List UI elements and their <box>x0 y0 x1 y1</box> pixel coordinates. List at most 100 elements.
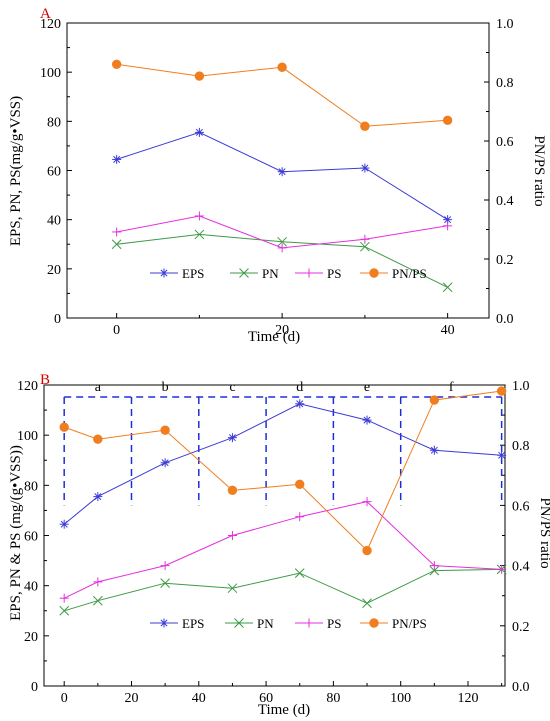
panel-a-legend: EPS PN PS PN/PS <box>150 266 427 281</box>
panel-a-series-pn-point <box>277 236 287 247</box>
panel-b-y-axis-title: EPS, PN & PS (mg/(g•VSS)) <box>8 445 24 621</box>
panel-a-y-tick-label: 40 <box>47 214 61 229</box>
panel-a-legend-item-pn: PN <box>230 266 279 281</box>
panel-b-series-pn-ps-point <box>160 425 170 435</box>
panel-a-y2-tick-label: 1.0 <box>496 17 514 32</box>
panel-b-series-ps-point <box>362 497 372 507</box>
panel-a-series-ps-point <box>443 221 453 231</box>
panel-a-legend-label: EPS <box>182 266 204 281</box>
panel-a-legend-swatch-marker <box>369 268 379 278</box>
panel-b-series-pn-point <box>160 578 170 589</box>
panel-a-series-pn-ps <box>111 59 453 131</box>
panel-a-series-pn-ps-point <box>442 115 453 126</box>
panel-b-legend-swatch-marker <box>304 618 314 628</box>
panel-b-series-ps <box>59 497 507 603</box>
panel-b-phase-label: a <box>95 380 102 395</box>
panel-b-x-tick-label: 0 <box>61 691 68 706</box>
panel-b-x-tick-label: 60 <box>259 691 273 706</box>
panel-b-legend-label: PN/PS <box>392 616 427 631</box>
panel-a-y-tick-label: 100 <box>40 66 61 81</box>
panel-a-series-pn-ps-line <box>116 63 448 127</box>
panel-b-x-axis-title: Time (d) <box>258 702 310 718</box>
panel-a-series-pn-point <box>442 282 453 293</box>
panel-a-y-axis-title: EPS, PN, PS(mg/g•VSS) <box>8 96 24 246</box>
panel-b-series-pn-ps-point <box>227 485 238 496</box>
panel-b-series-eps-point <box>227 433 237 443</box>
panel-a-y-tick-label: 0 <box>54 312 61 327</box>
panel-a-label: A <box>40 6 51 22</box>
panel-a-y-tick-label: 20 <box>47 263 61 278</box>
panel-b-series-eps-point <box>362 415 372 425</box>
panel-b-series-pn-ps-point <box>295 479 305 490</box>
panel-a-series-pn-point <box>111 239 122 250</box>
panel-a-y-tick-label: 120 <box>40 17 61 32</box>
panel-a-series-eps-point <box>360 163 370 173</box>
panel-b-series-ps-line <box>63 501 502 599</box>
panel-a-legend-item-ps: PS <box>295 266 341 281</box>
panel-a-series-ps-point <box>360 234 370 244</box>
panel-b-series-eps <box>59 399 507 529</box>
panel-a-series-ps-line <box>116 215 448 249</box>
panel-a-y2-tick-label: 0.6 <box>496 135 514 150</box>
panel-b: B Time (d) EPS, PN & PS (mg/(g•VSS)) PN/… <box>8 372 550 718</box>
panel-b-series-ps-point <box>160 561 170 571</box>
panel-b-y-tick-label: 100 <box>17 429 38 444</box>
panel-a-y-tick-label: 60 <box>47 165 61 180</box>
panel-b-x-tick-label: 80 <box>326 691 340 706</box>
panel-b-legend: EPS PN PS PN/PS <box>150 616 427 631</box>
panel-b-series-pn-point <box>429 565 440 576</box>
panel-a-series-pn-ps-point <box>277 62 287 72</box>
panel-b-phase-label: f <box>449 380 454 395</box>
panel-b-legend-item-pn-ps: PN/PS <box>360 616 427 631</box>
panel-b-plot-frame <box>43 384 506 687</box>
panel-a-series-pn-ps-point <box>194 71 205 81</box>
panel-b-series-eps-point <box>295 399 305 409</box>
panel-b-series-eps-point <box>93 492 103 502</box>
panel-a-series-ps <box>112 211 453 253</box>
panel-b-y-tick-label: 0 <box>31 680 38 695</box>
panel-a-series-pn <box>111 229 453 293</box>
panel-b-series-pn-ps-point <box>429 395 440 405</box>
panel-b-x-tick-label: 20 <box>124 691 138 706</box>
panel-b-series-pn-ps-point <box>59 422 69 432</box>
panel-b-label: B <box>40 372 50 388</box>
panel-b-x-tick-label: 120 <box>457 691 478 706</box>
panel-b-series-ps-point <box>497 564 507 574</box>
panel-b-phase-label: e <box>364 380 370 395</box>
panel-a-x-tick-label: 40 <box>441 323 455 338</box>
panel-b-series-pn-point <box>59 605 70 616</box>
panel-a-y2-tick-label: 0.8 <box>496 76 514 91</box>
panel-b-legend-swatch-marker <box>369 618 379 628</box>
panel-a-y2-axis-title: PN/PS ratio <box>531 135 547 206</box>
panel-b-y-tick-label: 80 <box>24 479 38 494</box>
panel-b-y-tick-label: 20 <box>24 630 38 645</box>
panel-b-y2-tick-label: 0.8 <box>512 439 530 454</box>
panel-b-y2-tick-label: 0.0 <box>512 680 530 695</box>
panel-b-y-tick-label: 120 <box>17 379 38 394</box>
panel-b-y2-tick-label: 0.6 <box>512 499 530 514</box>
panel-b-legend-item-ps: PS <box>295 616 341 631</box>
panel-a-series-ps-point <box>194 211 204 221</box>
panel-b-series-ps-point <box>59 593 69 603</box>
panel-b-y2-tick-label: 0.2 <box>512 620 530 635</box>
panel-a-series-pn-ps-point <box>111 59 122 70</box>
panel-a-legend-label: PS <box>327 266 341 281</box>
panel-b-x-tick-label: 40 <box>192 691 206 706</box>
panel-a: A Time (d) EPS, PN, PS(mg/g•VSS) PN/PS r… <box>8 6 547 345</box>
panel-b-series-pn-line <box>64 568 502 612</box>
panel-b-legend-swatch-marker <box>159 618 169 628</box>
panel-b-series-pn-ps-point <box>93 434 103 444</box>
panel-b-series-pn-point <box>294 568 305 578</box>
panel-a-y2-tick-label: 0.0 <box>496 312 514 327</box>
panel-b-series-eps-point <box>160 458 170 468</box>
panel-b-legend-swatch-marker <box>234 618 244 628</box>
panel-a-series-eps-point <box>112 154 122 164</box>
panel-b-y-tick-label: 40 <box>24 580 38 595</box>
panel-b-series-pn-point <box>362 598 372 609</box>
panel-b-series-ps-point <box>429 561 439 571</box>
panel-a-y-tick-label: 80 <box>47 115 61 130</box>
panel-a-series-eps-point <box>194 127 204 137</box>
panel-b-series-pn <box>59 564 507 616</box>
panel-a-x-axis-title: Time (d) <box>248 329 300 345</box>
